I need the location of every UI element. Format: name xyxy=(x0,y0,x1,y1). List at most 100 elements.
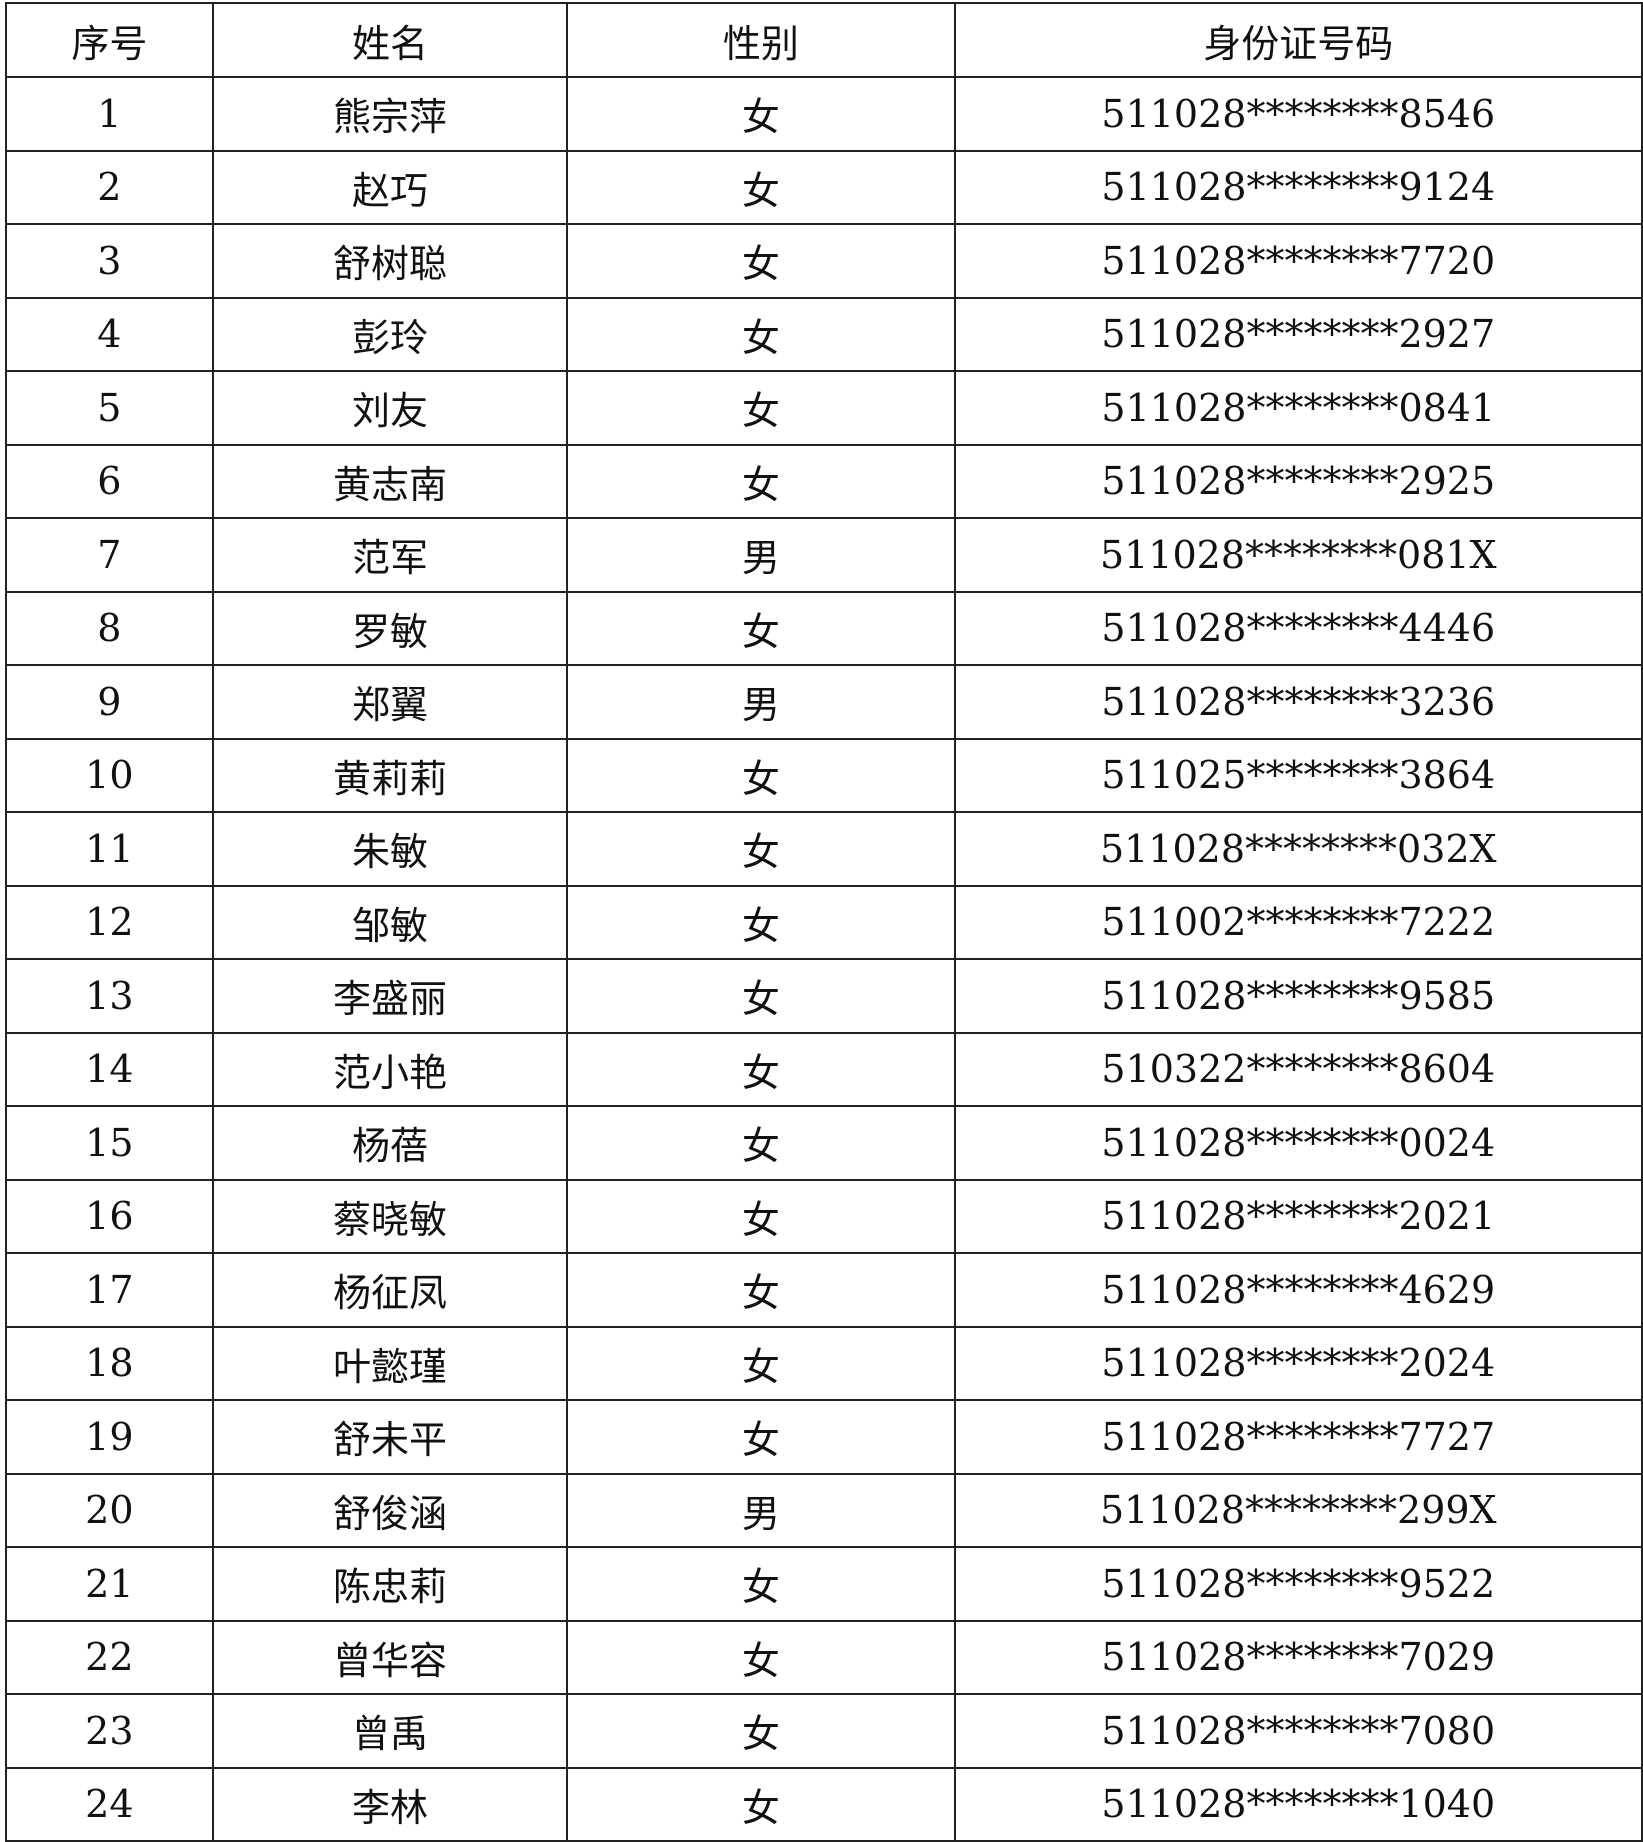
cell-id-number: 511028********299X xyxy=(953,1472,1643,1548)
table-row: 21 陈忠莉女 511028********9522 xyxy=(5,1546,1643,1622)
cell-id-number: 511028********1040 xyxy=(953,1766,1643,1842)
cell-gender: 女 xyxy=(566,590,956,666)
cell-name: 曾华容 xyxy=(211,1619,569,1695)
header-name: 姓名 xyxy=(211,2,569,78)
header-row: 序号 姓名 性别 身份证号码 xyxy=(5,2,1643,78)
cell-name: 范小艳 xyxy=(211,1031,569,1107)
table-row: 8 罗敏女 511028********4446 xyxy=(5,590,1643,666)
cell-gender: 女 xyxy=(566,737,956,813)
cell-id-number: 511002********7222 xyxy=(953,884,1643,960)
cell-name: 曾禹 xyxy=(211,1693,569,1769)
cell-name: 杨征凤 xyxy=(211,1252,569,1328)
cell-gender: 女 xyxy=(566,1252,956,1328)
cell-name: 陈忠莉 xyxy=(211,1546,569,1622)
cell-name: 叶懿瑾 xyxy=(211,1325,569,1401)
cell-id-number: 511028********2925 xyxy=(953,443,1643,519)
cell-gender: 男 xyxy=(566,664,956,740)
cell-name: 舒树聪 xyxy=(211,223,569,299)
cell-index: 10 xyxy=(5,737,214,813)
cell-gender: 男 xyxy=(566,517,956,593)
cell-gender: 女 xyxy=(566,1693,956,1769)
table-row: 11 朱敏女 511028********032X xyxy=(5,811,1643,887)
table-row: 13 李盛丽女 511028********9585 xyxy=(5,958,1643,1034)
cell-id-number: 511028********2021 xyxy=(953,1178,1643,1254)
cell-index: 24 xyxy=(5,1766,214,1842)
cell-index: 11 xyxy=(5,811,214,887)
cell-gender: 女 xyxy=(566,1178,956,1254)
cell-id-number: 511028********7720 xyxy=(953,223,1643,299)
cell-name: 李林 xyxy=(211,1766,569,1842)
cell-id-number: 510322********8604 xyxy=(953,1031,1643,1107)
cell-id-number: 511028********8546 xyxy=(953,76,1643,152)
cell-index: 20 xyxy=(5,1472,214,1548)
cell-index: 21 xyxy=(5,1546,214,1622)
cell-id-number: 511028********0024 xyxy=(953,1105,1643,1181)
cell-index: 8 xyxy=(5,590,214,666)
cell-name: 刘友 xyxy=(211,370,569,446)
cell-gender: 女 xyxy=(566,296,956,372)
cell-gender: 女 xyxy=(566,1105,956,1181)
table-row: 7 范军男 511028********081X xyxy=(5,517,1643,593)
cell-index: 14 xyxy=(5,1031,214,1107)
table-row: 15 杨蓓女 511028********0024 xyxy=(5,1105,1643,1181)
cell-index: 15 xyxy=(5,1105,214,1181)
cell-gender: 女 xyxy=(566,1546,956,1622)
cell-gender: 女 xyxy=(566,1766,956,1842)
cell-index: 1 xyxy=(5,76,214,152)
cell-name: 舒未平 xyxy=(211,1399,569,1475)
header-gender: 性别 xyxy=(566,2,956,78)
cell-index: 22 xyxy=(5,1619,214,1695)
cell-index: 23 xyxy=(5,1693,214,1769)
cell-index: 2 xyxy=(5,149,214,225)
table-row: 2 赵巧女 511028********9124 xyxy=(5,149,1643,225)
table-row: 1 熊宗萍女 511028********8546 xyxy=(5,76,1643,152)
cell-gender: 女 xyxy=(566,1031,956,1107)
cell-id-number: 511028********7727 xyxy=(953,1399,1643,1475)
cell-name: 李盛丽 xyxy=(211,958,569,1034)
cell-index: 17 xyxy=(5,1252,214,1328)
cell-id-number: 511028********7080 xyxy=(953,1693,1643,1769)
cell-id-number: 511028********3236 xyxy=(953,664,1643,740)
header-id-number: 身份证号码 xyxy=(953,2,1643,78)
table-row: 19 舒未平女 511028********7727 xyxy=(5,1399,1643,1475)
cell-gender: 女 xyxy=(566,1399,956,1475)
cell-index: 12 xyxy=(5,884,214,960)
roster-table: 序号 姓名 性别 身份证号码 1 熊宗萍女 511028********8546 2 赵… xyxy=(5,2,1643,1842)
cell-index: 13 xyxy=(5,958,214,1034)
table-row: 6 黄志南女 511028********2925 xyxy=(5,443,1643,519)
cell-gender: 女 xyxy=(566,76,956,152)
cell-id-number: 511028********2927 xyxy=(953,296,1643,372)
cell-id-number: 511028********9522 xyxy=(953,1546,1643,1622)
cell-index: 7 xyxy=(5,517,214,593)
cell-id-number: 511028********032X xyxy=(953,811,1643,887)
cell-gender: 女 xyxy=(566,443,956,519)
cell-name: 彭玲 xyxy=(211,296,569,372)
table-row: 17 杨征凤女 511028********4629 xyxy=(5,1252,1643,1328)
cell-index: 19 xyxy=(5,1399,214,1475)
cell-name: 郑翼 xyxy=(211,664,569,740)
table-row: 23 曾禹女 511028********7080 xyxy=(5,1693,1643,1769)
cell-id-number: 511028********9585 xyxy=(953,958,1643,1034)
cell-name: 杨蓓 xyxy=(211,1105,569,1181)
cell-name: 赵巧 xyxy=(211,149,569,225)
cell-index: 9 xyxy=(5,664,214,740)
cell-id-number: 511028********0841 xyxy=(953,370,1643,446)
cell-gender: 女 xyxy=(566,1619,956,1695)
cell-id-number: 511028********9124 xyxy=(953,149,1643,225)
cell-gender: 女 xyxy=(566,958,956,1034)
table-row: 5 刘友女 511028********0841 xyxy=(5,370,1643,446)
cell-gender: 女 xyxy=(566,370,956,446)
cell-index: 5 xyxy=(5,370,214,446)
table-row: 4 彭玲女 511028********2927 xyxy=(5,296,1643,372)
header-index: 序号 xyxy=(5,2,214,78)
cell-name: 蔡晓敏 xyxy=(211,1178,569,1254)
table-row: 9 郑翼男 511028********3236 xyxy=(5,664,1643,740)
cell-name: 黄莉莉 xyxy=(211,737,569,813)
cell-gender: 男 xyxy=(566,1472,956,1548)
table-row: 10 黄莉莉女 511025********3864 xyxy=(5,737,1643,813)
cell-name: 黄志南 xyxy=(211,443,569,519)
cell-id-number: 511028********2024 xyxy=(953,1325,1643,1401)
cell-id-number: 511028********081X xyxy=(953,517,1643,593)
cell-gender: 女 xyxy=(566,1325,956,1401)
cell-gender: 女 xyxy=(566,884,956,960)
